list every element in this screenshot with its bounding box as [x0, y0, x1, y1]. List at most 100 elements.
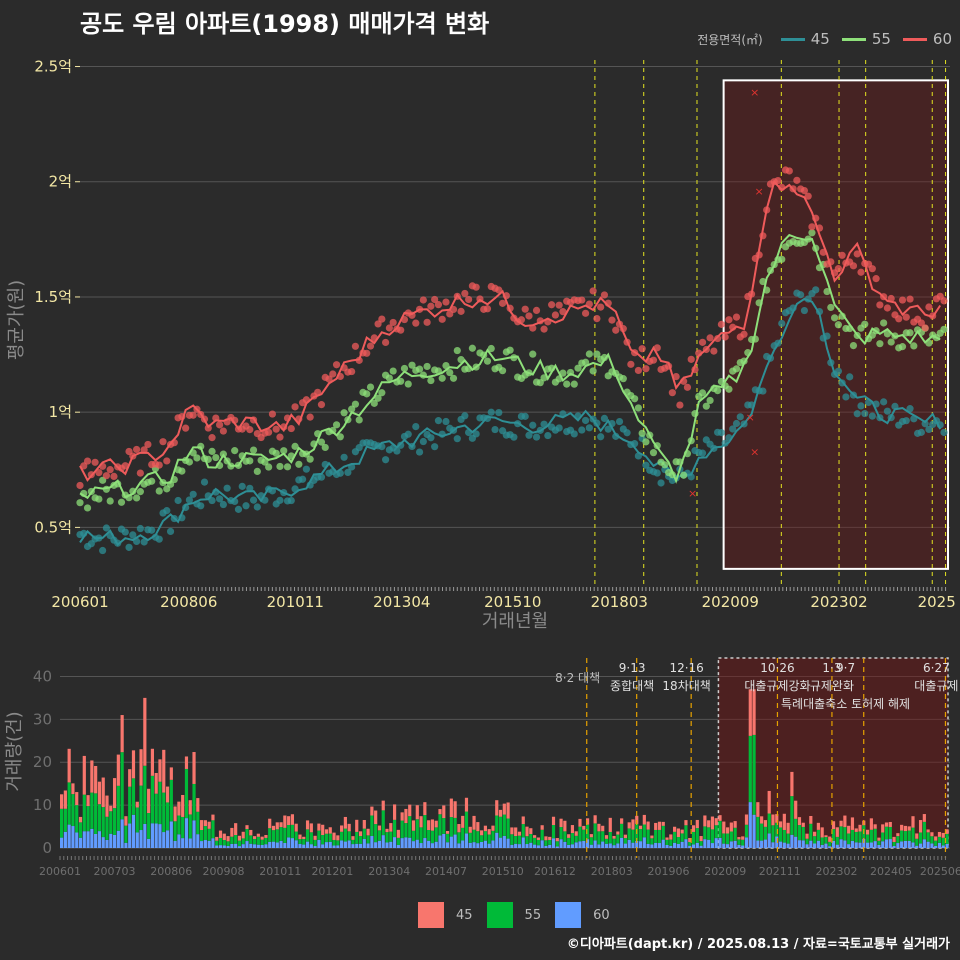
- volume-x-tick-label: 200703: [93, 865, 135, 878]
- volume-bar-45: [366, 828, 370, 836]
- volume-bar-60: [778, 841, 783, 848]
- volume-bar-55: [737, 839, 741, 845]
- volume-bar-60: [589, 844, 593, 848]
- volume-bar-60: [139, 830, 143, 848]
- volume-bar-45: [502, 803, 506, 815]
- volume-bar-45: [582, 825, 586, 830]
- volume-bar-45: [669, 834, 673, 840]
- price-point-60: [597, 303, 605, 311]
- volume-bar-45: [491, 825, 495, 831]
- volume-bar-55: [445, 833, 450, 843]
- volume-bar-60: [790, 834, 794, 848]
- volume-bar-55: [207, 828, 211, 841]
- volume-bar-45: [264, 834, 268, 838]
- price-point-55: [136, 488, 144, 496]
- volume-bar-45: [888, 821, 892, 827]
- price-point-45: [148, 526, 156, 534]
- volume-bar-45: [324, 829, 329, 834]
- price-point-45: [419, 437, 427, 446]
- price-point-55: [849, 341, 858, 350]
- volume-y-axis-label: 거래량(건): [4, 711, 25, 791]
- volume-bar-60: [945, 843, 949, 848]
- price-point-55: [940, 325, 948, 333]
- price-point-45: [834, 367, 842, 375]
- volume-bar-45: [298, 834, 302, 840]
- volume-bar-45: [358, 831, 363, 837]
- annotation-date: 9·7: [836, 661, 855, 675]
- price-point-45: [853, 410, 861, 418]
- price-point-45: [317, 473, 326, 481]
- volume-bar-60: [275, 842, 279, 848]
- annotation-label: 8·2 대책: [555, 670, 600, 685]
- price-point-55: [827, 303, 835, 312]
- volume-bar-55: [533, 837, 537, 845]
- volume-bar-55: [809, 823, 813, 841]
- volume-bar-55: [563, 831, 567, 842]
- volume-bar-45: [635, 815, 639, 824]
- volume-bar-55: [884, 826, 889, 840]
- volume-bar-60: [483, 840, 487, 848]
- price-point-60: [332, 361, 341, 369]
- price-point-45: [242, 502, 250, 510]
- price-point-45: [906, 405, 914, 413]
- volume-bar-60: [646, 843, 650, 848]
- price-point-45: [302, 465, 310, 473]
- price-point-45: [861, 409, 869, 418]
- footer-credit: ©디아파트(dapt.kr) / 2025.08.13 / 자료=국토교통부 실…: [566, 937, 950, 952]
- volume-bar-60: [900, 841, 904, 848]
- volume-bar-60: [521, 837, 525, 848]
- volume-bar-55: [510, 834, 514, 845]
- volume-bar-55: [154, 793, 158, 824]
- volume-bar-45: [374, 810, 378, 825]
- volume-bar-55: [116, 785, 120, 831]
- price-point-45: [812, 286, 820, 294]
- volume-bar-45: [790, 771, 794, 797]
- volume-bar-55: [703, 826, 707, 840]
- volume-bar-55: [177, 815, 181, 835]
- volume-bar-45: [809, 815, 813, 824]
- x-tick-label: 201510: [484, 593, 541, 611]
- volume-bar-45: [147, 788, 151, 814]
- volume-bar-55: [744, 824, 749, 838]
- volume-bar-45: [211, 814, 215, 821]
- volume-bar-45: [271, 825, 276, 831]
- price-point-45: [732, 419, 741, 428]
- volume-bar-45: [377, 825, 382, 831]
- price-point-60: [498, 299, 507, 307]
- volume-bar-60: [143, 823, 147, 848]
- volume-bar-45: [733, 821, 737, 828]
- legend-label-45: 45: [810, 30, 830, 48]
- price-point-45: [434, 417, 443, 425]
- volume-bar-60: [67, 824, 71, 848]
- volume-bar-60: [207, 840, 211, 848]
- volume-bar-55: [215, 840, 219, 846]
- volume-legend-label-55: 55: [524, 907, 542, 923]
- price-point-45: [778, 319, 786, 328]
- volume-bar-60: [173, 840, 177, 848]
- price-point-60: [419, 296, 427, 304]
- price-point-45: [657, 479, 665, 487]
- volume-bar-55: [854, 831, 858, 843]
- price-point-55: [834, 321, 842, 329]
- price-point-45: [200, 478, 209, 486]
- price-point-60: [868, 265, 876, 273]
- price-point-45: [461, 412, 469, 420]
- volume-bar-45: [370, 806, 374, 816]
- price-line-55: [79, 233, 941, 500]
- volume-bar-60: [642, 837, 646, 848]
- volume-bar-45: [184, 756, 189, 769]
- volume-bar-45: [445, 830, 450, 834]
- price-point-45: [397, 441, 405, 449]
- volume-bar-55: [525, 836, 529, 845]
- volume-bar-60: [695, 842, 699, 848]
- volume-bar-45: [657, 821, 662, 830]
- cancel-marker: ×: [688, 487, 697, 500]
- price-point-55: [404, 380, 412, 388]
- volume-bar-60: [585, 839, 590, 848]
- volume-bar-55: [264, 837, 268, 845]
- price-point-45: [597, 433, 605, 441]
- volume-bar-45: [517, 831, 522, 836]
- price-point-55: [148, 477, 156, 485]
- price-point-60: [683, 383, 692, 391]
- volume-bar-55: [907, 830, 911, 842]
